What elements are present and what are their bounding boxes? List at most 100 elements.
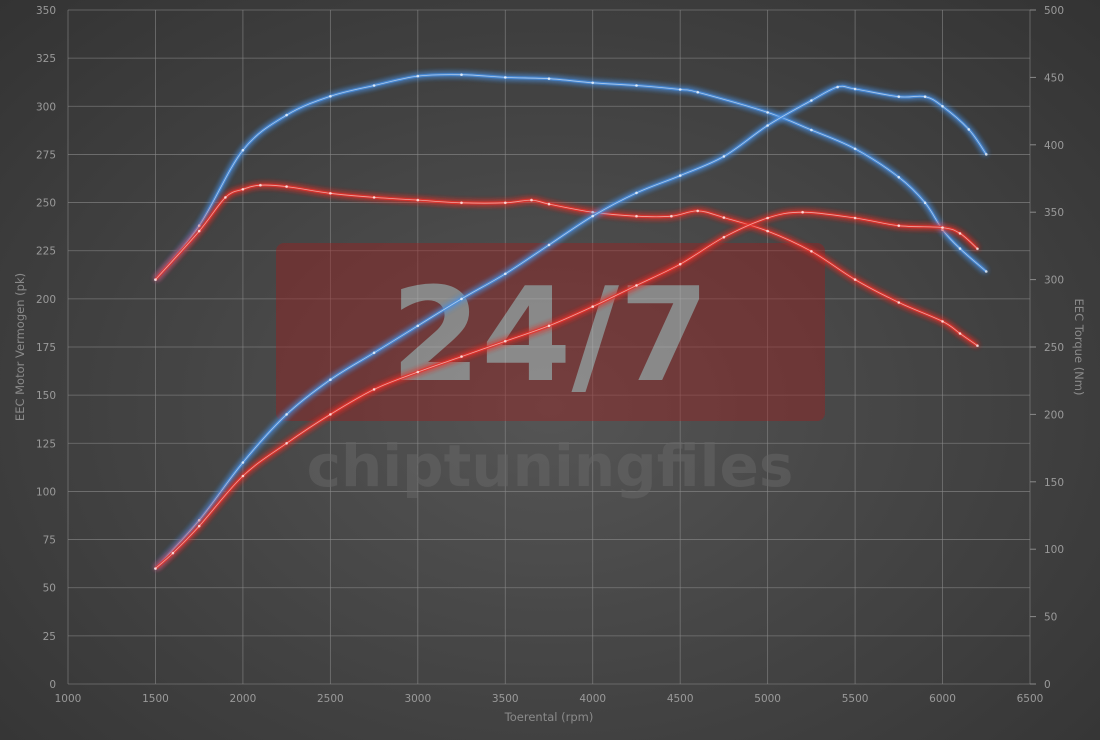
data-point [241,148,245,152]
data-point [197,519,201,522]
y-right-tick-label: 300 [1044,275,1064,287]
data-point [853,87,857,91]
series-power-2 [154,84,988,570]
data-point [416,74,420,78]
data-point [372,84,376,87]
data-point [416,198,420,202]
data-point [197,229,201,233]
data-point [285,113,288,117]
series-line-highlight [155,85,987,569]
y-right-tick-label: 200 [1044,409,1064,421]
data-point [197,224,201,227]
data-point [329,378,332,382]
data-point [241,188,245,191]
data-point [853,278,857,281]
data-point [285,413,288,416]
data-point [853,216,857,220]
grid [67,9,1031,685]
data-point [923,95,927,98]
y-right-tick-label: 400 [1044,140,1064,152]
data-point [976,344,979,348]
y-left-tick-label: 200 [36,294,56,306]
data-point [547,202,551,206]
data-point [329,95,332,98]
data-point [766,124,769,127]
watermark-chiptuningfiles: chiptuningfiles [307,432,794,500]
data-point [285,185,288,188]
data-point [958,232,962,235]
x-tick-label: 6000 [929,693,956,705]
y-left-tick-label: 150 [36,390,56,402]
data-point [635,214,638,218]
data-point [591,214,594,218]
data-point [504,339,507,343]
x-tick-label: 4500 [667,693,694,705]
data-point [923,201,927,205]
data-point [766,111,769,114]
x-tick-label: 3000 [404,693,431,705]
series-power-3 [154,210,979,570]
y-left-tick-label: 25 [43,631,56,643]
data-point [810,99,813,102]
data-point [678,262,682,266]
data-point [810,250,813,253]
data-point [941,105,944,108]
series-torque-0 [154,73,988,281]
data-point [259,183,262,187]
data-point [897,301,901,304]
data-point [372,351,376,355]
data-point [547,324,551,328]
data-point [635,191,638,195]
data-point [941,320,944,323]
x-tick-label: 6500 [1017,693,1044,705]
data-point [853,147,857,151]
data-point [766,229,769,233]
y-right-tick-label: 250 [1044,342,1064,354]
watermark-24-7: 24/7 [391,259,710,411]
data-point [897,175,901,179]
data-point [504,201,507,205]
data-point [530,198,533,202]
y-left-tick-label: 225 [36,246,56,258]
data-point [372,388,376,391]
data-point [329,413,332,416]
y-right-tick-label: 350 [1044,207,1064,219]
y-right-tick-label: 450 [1044,72,1064,84]
data-point [460,201,463,205]
data-point [722,235,726,239]
y-left-axis-title: EEC Motor Vermogen (pk) [13,273,27,421]
data-point [801,210,804,214]
data-point [766,216,769,220]
data-point [678,88,682,91]
y-left-tick-label: 350 [36,5,56,17]
data-point [504,76,507,79]
data-point [635,84,638,87]
data-point [504,272,507,276]
y-right-tick-label: 50 [1044,612,1057,624]
series-torque-1 [154,183,979,348]
data-point [416,370,420,374]
data-point [967,128,971,131]
data-point [591,210,594,214]
data-point [154,278,157,281]
data-point [810,128,813,132]
y-left-tick-label: 325 [36,53,56,65]
x-tick-label: 4000 [579,693,606,705]
y-left-tick-label: 50 [43,583,56,595]
data-point [372,196,376,199]
data-point [460,355,463,358]
data-point [670,214,673,218]
data-point [836,85,839,89]
data-point [591,305,594,308]
data-point [224,196,227,199]
data-point [197,524,201,528]
x-tick-label: 2000 [230,693,257,705]
x-tick-label: 1500 [142,693,169,705]
data-point [985,153,988,156]
x-tick-label: 5500 [842,693,869,705]
data-point [416,324,420,328]
data-point [958,247,962,250]
y-left-tick-label: 100 [36,486,56,498]
data-point [958,332,962,335]
